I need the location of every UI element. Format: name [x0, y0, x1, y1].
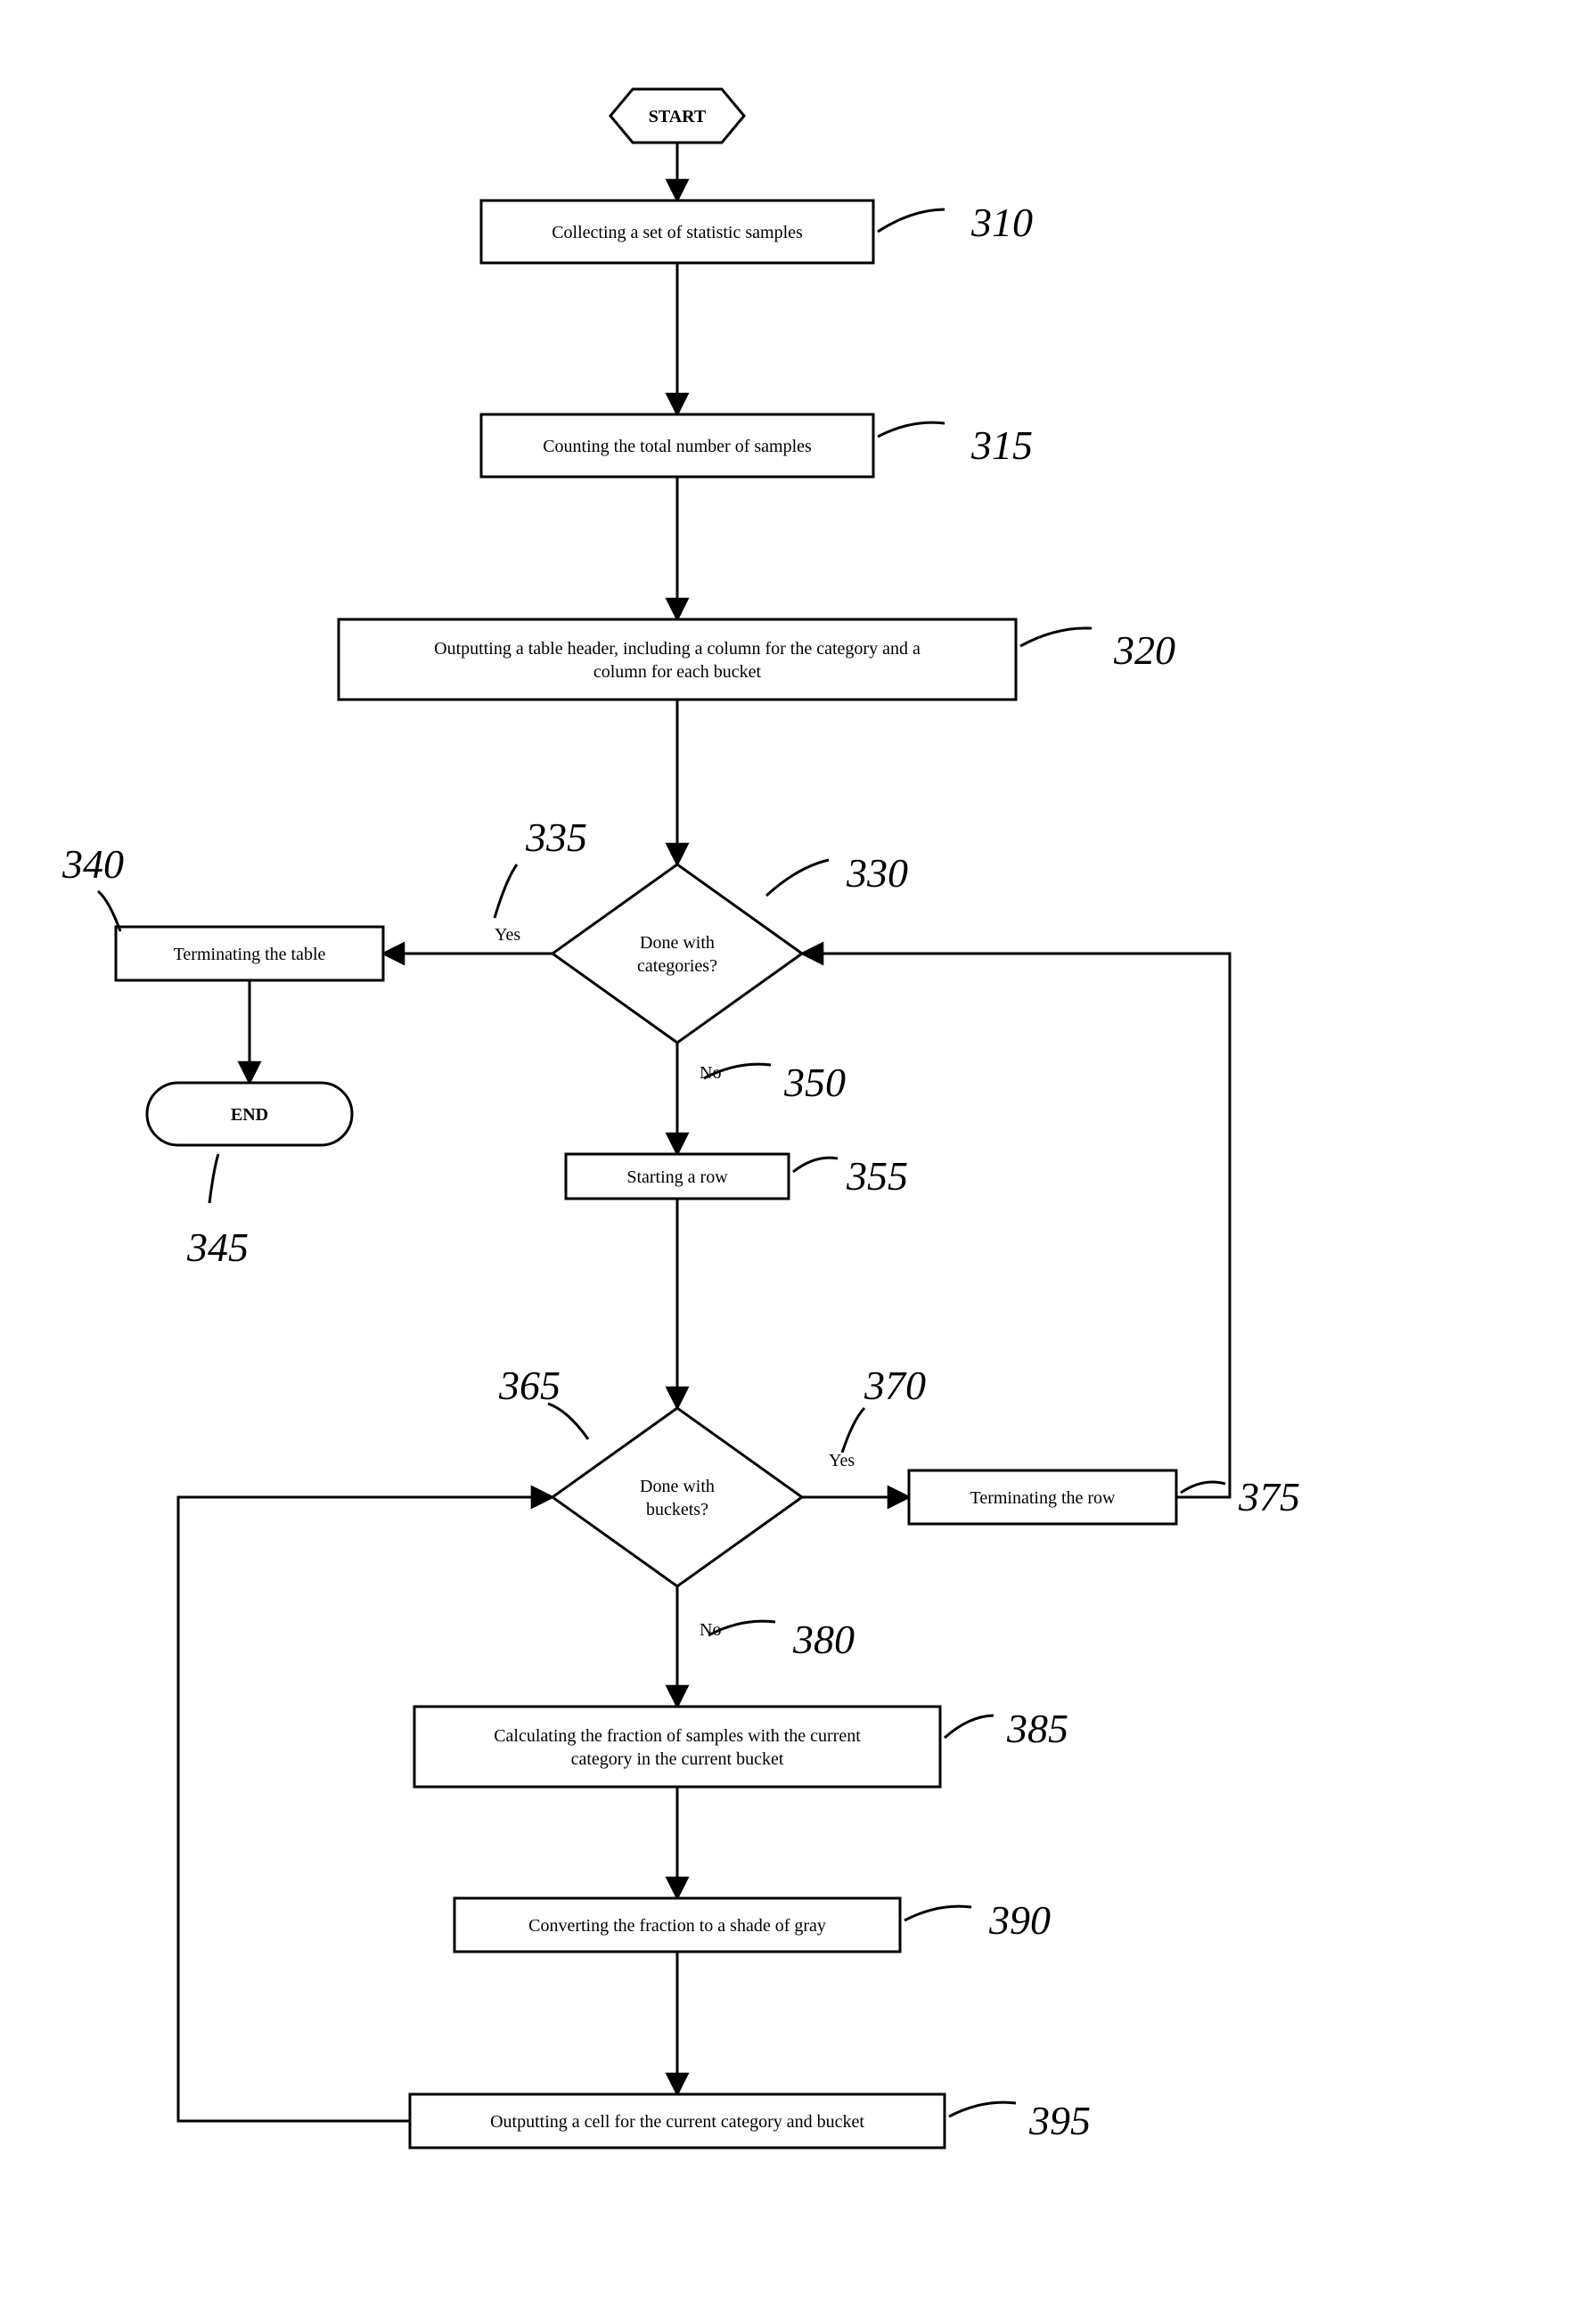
- node-n330: Done with categories?: [552, 864, 802, 1043]
- node-label: Starting a row: [626, 1167, 728, 1187]
- ref-label-320: 320: [1113, 627, 1175, 673]
- edge-label-335_yes: Yes: [495, 925, 520, 945]
- ref-label-395: 395: [1028, 2098, 1091, 2143]
- ref-label-375: 375: [1238, 1474, 1300, 1519]
- node-label: Outputting a cell for the current catego…: [490, 2112, 864, 2132]
- ref-label-350: 350: [783, 1060, 846, 1105]
- node-label: category in the current bucket: [571, 1749, 784, 1769]
- ref-leader-375: [1181, 1482, 1225, 1493]
- ref-leader-335: [495, 864, 517, 918]
- edge-label-370_yes: Yes: [829, 1451, 855, 1470]
- node-label: column for each bucket: [593, 662, 762, 682]
- node-n395: Outputting a cell for the current catego…: [410, 2094, 945, 2148]
- node-n355: Starting a row: [566, 1154, 789, 1199]
- node-n310: Collecting a set of statistic samples: [481, 201, 873, 263]
- flowchart-canvas: START Collecting a set of statistic sampl…: [0, 0, 1596, 2301]
- ref-leader-355: [793, 1158, 838, 1172]
- nodes: START Collecting a set of statistic sampl…: [116, 89, 1176, 2148]
- ref-leader-390: [904, 1906, 971, 1920]
- node-n365: Done with buckets?: [552, 1408, 802, 1586]
- node-label: Done with: [640, 1477, 715, 1496]
- node-start: START: [610, 89, 744, 143]
- ref-label-355: 355: [846, 1153, 908, 1199]
- ref-label-340: 340: [61, 841, 124, 887]
- node-label: Done with: [640, 933, 715, 953]
- ref-label-345: 345: [186, 1224, 249, 1270]
- ref-leader-315: [878, 422, 945, 437]
- ref-leader-370: [842, 1408, 864, 1453]
- node-label: Terminating the row: [970, 1488, 1117, 1508]
- node-label: Outputting a table header, including a c…: [434, 639, 921, 659]
- ref-leader-385: [945, 1716, 994, 1738]
- node-n315: Counting the total number of samples: [481, 414, 873, 477]
- edge-n395-n365: [178, 1497, 552, 2121]
- node-label: END: [231, 1105, 268, 1125]
- node-label: START: [649, 107, 707, 127]
- ref-leader-340: [98, 891, 120, 931]
- node-label: buckets?: [646, 1500, 708, 1519]
- node-n320: Outputting a table header, including a c…: [339, 619, 1016, 700]
- ref-label-315: 315: [970, 422, 1033, 468]
- ref-label-310: 310: [970, 200, 1033, 245]
- node-n375: Terminating the row: [909, 1470, 1176, 1524]
- node-n385: Calculating the fraction of samples with…: [414, 1707, 940, 1787]
- ref-label-370: 370: [863, 1363, 926, 1408]
- node-label: categories?: [637, 956, 717, 976]
- ref-leader-345: [209, 1154, 218, 1203]
- node-label: Terminating the table: [174, 945, 326, 964]
- edge-n375-n330: [802, 954, 1230, 1497]
- node-label: Collecting a set of statistic samples: [552, 223, 803, 242]
- ref-label-330: 330: [846, 850, 908, 896]
- node-label: Converting the fraction to a shade of gr…: [528, 1916, 826, 1936]
- ref-leader-330: [766, 860, 829, 896]
- node-label: Calculating the fraction of samples with…: [494, 1726, 861, 1746]
- ref-label-365: 365: [498, 1363, 561, 1408]
- node-n340: Terminating the table: [116, 927, 383, 980]
- node-n390: Converting the fraction to a shade of gr…: [454, 1898, 900, 1952]
- ref-leader-310: [878, 209, 945, 232]
- ref-leader-395: [949, 2102, 1016, 2117]
- ref-label-390: 390: [988, 1897, 1051, 1943]
- ref-label-380: 380: [792, 1617, 855, 1662]
- ref-leader-365: [548, 1404, 588, 1439]
- ref-label-335: 335: [525, 815, 587, 860]
- node-label: Counting the total number of samples: [543, 437, 812, 456]
- ref-leader-320: [1020, 628, 1092, 646]
- node-n345: END: [147, 1083, 352, 1145]
- ref-label-385: 385: [1006, 1706, 1068, 1751]
